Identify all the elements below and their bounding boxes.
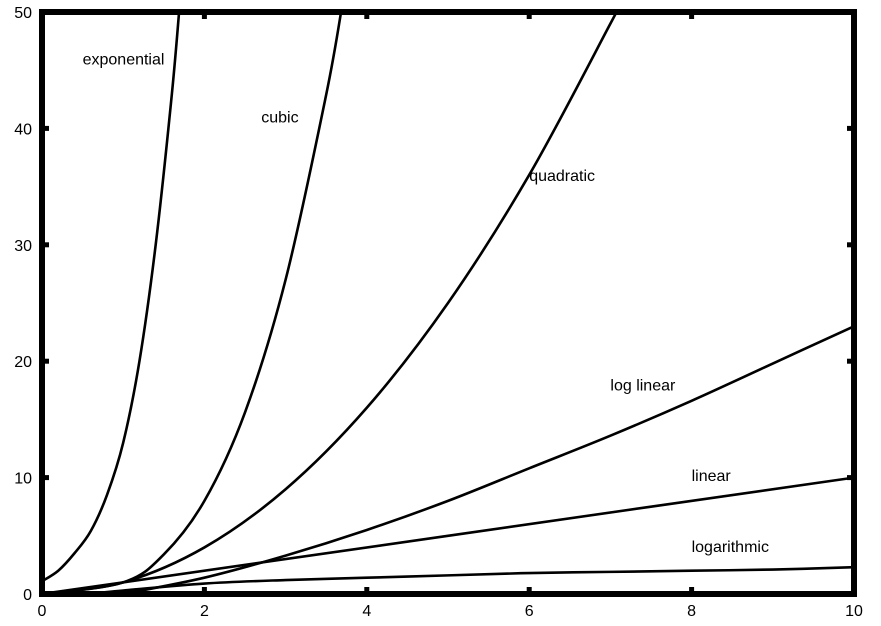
x-tick-label: 4 [362,603,371,620]
y-tick-label: 20 [14,354,32,371]
curve-label-log-linear: log linear [610,377,676,394]
curves [42,12,854,594]
series-cubic-line [42,12,343,594]
curve-label-exponential: exponential [83,51,165,68]
x-tick-label: 8 [687,603,696,620]
series-quadratic-line [42,12,619,594]
curve-label-quadratic: quadratic [529,168,595,185]
series-exponential-line [42,12,181,583]
x-tick-label: 2 [200,603,209,620]
series-linear-line [42,476,854,594]
y-tick-label: 40 [14,121,32,138]
curve-label-linear: linear [692,468,732,485]
y-tick-label: 50 [14,5,32,22]
series-logarithmic-line [46,565,854,594]
curve-label-logarithmic: logarithmic [692,539,769,556]
y-tick-label: 30 [14,238,32,255]
series-log-linear-line [122,325,854,594]
curve-label-cubic: cubic [261,110,298,127]
plot-frame [39,9,857,597]
y-tick-label: 0 [23,587,32,604]
x-tick-label: 6 [525,603,534,620]
x-tick-label: 0 [38,603,47,620]
x-tick-label: 10 [845,603,863,620]
y-tick-label: 10 [14,471,32,488]
labels: 0 2 4 6 8 10 0 10 20 30 40 50 exponential cubic quadra… [14,5,863,620]
